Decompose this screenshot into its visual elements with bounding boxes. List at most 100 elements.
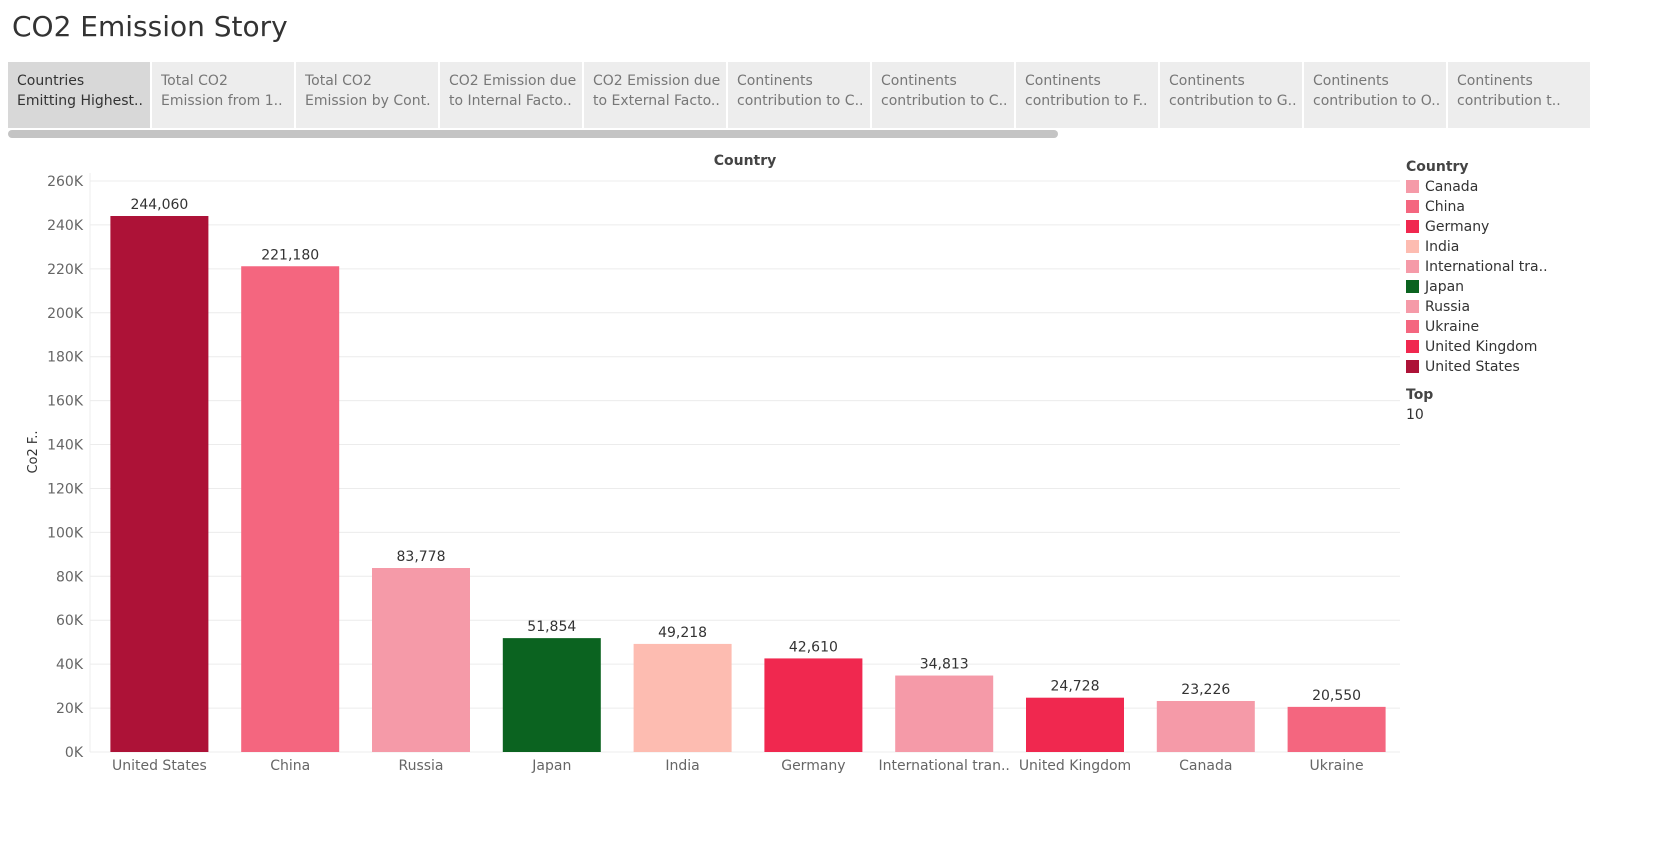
bar[interactable] xyxy=(110,216,209,752)
legend-label: Japan xyxy=(1425,279,1465,295)
bar[interactable] xyxy=(1026,697,1124,752)
legend-item[interactable]: Japan xyxy=(1406,277,1566,297)
story-tab-line2: to External Facto.. xyxy=(593,93,720,109)
bar[interactable] xyxy=(502,638,601,752)
bar[interactable] xyxy=(372,568,470,752)
x-tick-label: United Kingdom xyxy=(1019,758,1131,774)
x-tick-label: Russia xyxy=(398,758,443,774)
data-label: 34,813 xyxy=(920,657,969,673)
x-tick-label: Ukraine xyxy=(1310,758,1364,774)
x-tick-label: Germany xyxy=(781,758,845,774)
bar[interactable] xyxy=(633,643,732,752)
bar-chart: Country Co2 F.. 0K 20K 40K 60K 80K 100K 120K 14… xyxy=(26,153,1400,774)
data-labels: 244,060 221,180 83,778 51,854 49,218 42,610 34… xyxy=(130,197,1361,704)
story-tab-line2: contribution to G.. xyxy=(1169,93,1296,109)
legend-label: Russia xyxy=(1425,299,1471,315)
legend-label: Germany xyxy=(1425,219,1490,235)
y-tick-label: 40K xyxy=(56,657,84,673)
legend-swatch xyxy=(1406,340,1419,353)
y-tick-label: 120K xyxy=(47,481,84,497)
story-tab-line1: Total CO2 xyxy=(305,73,372,89)
y-tick-label: 60K xyxy=(56,613,84,629)
story-tab-line2: contribution to C.. xyxy=(881,93,1008,109)
y-tick-label: 200K xyxy=(47,306,84,322)
story-tab-line2: Emitting Highest.. xyxy=(17,93,143,109)
x-axis-ticks: United States China Russia Japan India German… xyxy=(112,758,1364,774)
data-label: 221,180 xyxy=(261,247,319,263)
y-tick-label: 240K xyxy=(47,218,84,234)
filter-title: Top xyxy=(1406,387,1434,403)
bar[interactable] xyxy=(1287,706,1386,752)
legend-swatch xyxy=(1406,240,1419,253)
story-tab-line1: Total CO2 xyxy=(161,73,228,89)
story-tab-1[interactable]: Countries Emitting Highest.. xyxy=(8,62,150,128)
story-tab-2[interactable]: Total CO2 Emission from 1.. xyxy=(152,62,294,128)
story-tab-6[interactable]: Continents contribution to C.. xyxy=(728,62,870,128)
bar[interactable] xyxy=(895,675,994,752)
story-tab-line2: Emission from 1.. xyxy=(161,93,283,109)
legend-item[interactable]: Germany xyxy=(1406,217,1566,237)
story-tab-7[interactable]: Continents contribution to C.. xyxy=(872,62,1014,128)
legend-swatch xyxy=(1406,180,1419,193)
legend-swatch xyxy=(1406,300,1419,313)
story-tab-strip: Countries Emitting Highest.. Total CO2 Emis… xyxy=(8,62,1657,128)
story-tab-line1: Continents xyxy=(1025,73,1101,89)
legend-item[interactable]: United States xyxy=(1406,357,1566,377)
y-tick-label: 160K xyxy=(47,394,84,410)
y-tick-label: 220K xyxy=(47,262,84,278)
y-tick-label: 180K xyxy=(47,350,84,366)
bar[interactable] xyxy=(241,266,340,752)
story-tab-line2: contribution to F.. xyxy=(1025,93,1148,109)
legend-swatch xyxy=(1406,260,1419,273)
legend-item[interactable]: Canada xyxy=(1406,177,1566,197)
legend-label: United States xyxy=(1425,359,1520,375)
story-tab-8[interactable]: Continents contribution to F.. xyxy=(1016,62,1158,128)
story-tab-line2: contribution t.. xyxy=(1457,93,1561,109)
legend-item[interactable]: United Kingdom xyxy=(1406,337,1566,357)
y-tick-label: 100K xyxy=(47,525,84,541)
legend-item[interactable]: International tra.. xyxy=(1406,257,1566,277)
bar[interactable] xyxy=(1156,700,1255,752)
x-tick-label: International tran.. xyxy=(878,758,1009,774)
story-tab-line1: Continents xyxy=(881,73,957,89)
legend-item[interactable]: India xyxy=(1406,237,1566,257)
story-tab-line2: Emission by Cont.. xyxy=(305,93,432,109)
story-tab-11[interactable]: Continents contribution t.. xyxy=(1448,62,1590,128)
story-tab-5[interactable]: CO2 Emission due to External Facto.. xyxy=(584,62,726,128)
story-tab-line1: Continents xyxy=(737,73,813,89)
legend-item[interactable]: China xyxy=(1406,197,1566,217)
chart-title: Country xyxy=(714,153,777,169)
legend-swatch xyxy=(1406,280,1419,293)
legend-swatch xyxy=(1406,200,1419,213)
data-label: 42,610 xyxy=(789,639,838,655)
y-tick-label: 260K xyxy=(47,174,84,190)
legend-title: Country xyxy=(1406,159,1469,175)
story-tab-line2: contribution to C.. xyxy=(737,93,864,109)
bar[interactable] xyxy=(764,658,863,752)
legend-label: Ukraine xyxy=(1425,319,1480,335)
story-tab-4[interactable]: CO2 Emission due to Internal Facto.. xyxy=(440,62,582,128)
legend-item[interactable]: Russia xyxy=(1406,297,1566,317)
data-label: 49,218 xyxy=(658,625,707,641)
filter-value[interactable]: 10 xyxy=(1406,407,1424,423)
data-label: 23,226 xyxy=(1181,682,1230,698)
x-tick-label: Japan xyxy=(531,758,571,774)
tab-strip-scrollbar[interactable] xyxy=(8,130,1058,138)
story-title: CO2 Emission Story xyxy=(12,10,288,43)
legend-label: Canada xyxy=(1425,179,1479,195)
legend-item[interactable]: Ukraine xyxy=(1406,317,1566,337)
legend-label: China xyxy=(1425,199,1465,215)
story-tab-10[interactable]: Continents contribution to O.. xyxy=(1304,62,1446,128)
data-label: 24,728 xyxy=(1051,679,1100,695)
story-tab-line1: Continents xyxy=(1313,73,1389,89)
y-axis-ticks: 0K 20K 40K 60K 80K 100K 120K 140K 160K 180K 200K 22… xyxy=(47,174,84,761)
x-tick-label: India xyxy=(665,758,699,774)
story-tab-3[interactable]: Total CO2 Emission by Cont.. xyxy=(296,62,438,128)
y-tick-label: 140K xyxy=(47,438,84,454)
legend-label: International tra.. xyxy=(1425,259,1548,275)
legend-label: United Kingdom xyxy=(1425,339,1538,355)
legend-swatch xyxy=(1406,320,1419,333)
story-tab-line1: Continents xyxy=(1169,73,1245,89)
story-tab-9[interactable]: Continents contribution to G.. xyxy=(1160,62,1302,128)
y-tick-label: 80K xyxy=(56,569,84,585)
